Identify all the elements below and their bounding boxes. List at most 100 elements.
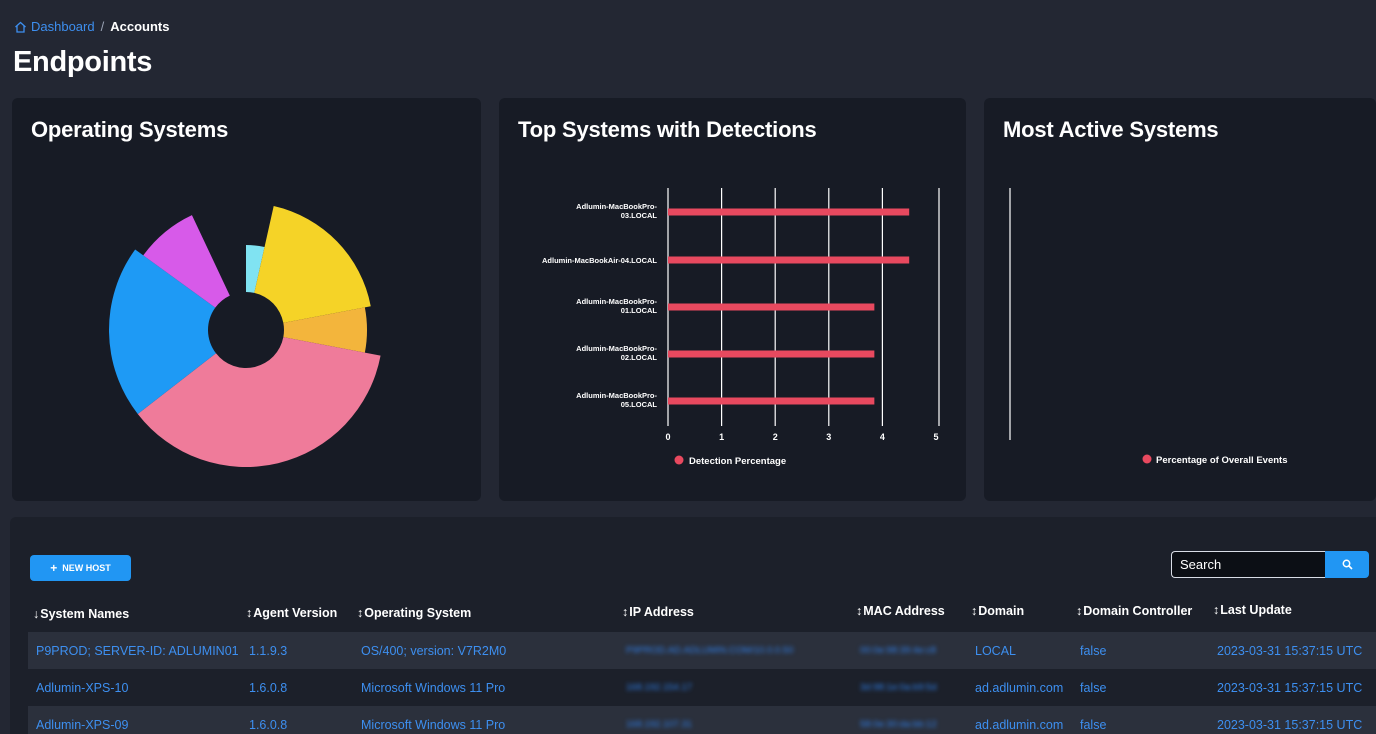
cell-operating-system: Microsoft Windows 11 Pro (361, 718, 506, 732)
cell-operating-system: OS/400; version: V7R2M0 (361, 644, 507, 658)
active-legend-label: Percentage of Overall Events (1156, 455, 1287, 466)
x-tick-label: 1 (719, 432, 724, 442)
detections-bar-chart: 0 1 2 3 4 5Adlumin-MacBookPro-03.LOCALAdlumin… (542, 188, 940, 467)
col-header-domain[interactable]: ↕Domain (971, 604, 1024, 618)
pie-slice[interactable] (254, 206, 371, 323)
active-card-title: Most Active Systems (1003, 117, 1219, 142)
detection-bar[interactable] (668, 303, 875, 311)
detections-card-title: Top Systems with Detections (518, 117, 817, 142)
sort-icon: ↕ (622, 605, 629, 619)
new-host-button[interactable]: + NEW HOST (30, 555, 131, 581)
sort-icon: ↕ (357, 606, 364, 620)
new-host-label: NEW HOST (62, 563, 111, 573)
cell-agent-version: 1.1.9.3 (249, 644, 288, 658)
col-header-system-names[interactable]: ↓System Names (33, 607, 129, 621)
cell-domain: LOCAL (975, 644, 1016, 658)
x-tick-label: 4 (880, 432, 885, 442)
cell-agent-version: 1.6.0.8 (249, 681, 288, 695)
col-header-operating-system[interactable]: ↕Operating System (357, 606, 471, 620)
breadcrumb-dashboard-link[interactable]: Dashboard (14, 19, 95, 34)
table-row[interactable]: Adlumin-XPS-10 1.6.0.8 Microsoft Windows… (28, 669, 1376, 706)
x-tick-label: 0 (665, 432, 670, 442)
col-header-label: MAC Address (863, 604, 945, 618)
search-button[interactable] (1325, 551, 1369, 578)
x-tick-label: 3 (826, 432, 831, 442)
table-row[interactable]: Adlumin-XPS-09 1.6.0.8 Microsoft Windows… (28, 706, 1376, 734)
col-header-label: IP Address (629, 605, 694, 619)
active-chart: Percentage of Overall Events (1009, 188, 1287, 466)
y-category-label: Adlumin-MacBookPro- (576, 391, 657, 400)
y-category-label: 01.LOCAL (621, 306, 658, 315)
pie-slice[interactable] (109, 249, 216, 414)
cell-system-name[interactable]: Adlumin-XPS-10 (36, 681, 129, 695)
os-card: Operating Systems (12, 98, 481, 501)
col-header-last-update[interactable]: ↕Last Update (1213, 603, 1292, 617)
detection-bar[interactable] (668, 397, 875, 405)
col-header-ip-address[interactable]: ↕IP Address (622, 605, 694, 619)
detections-legend-swatch (674, 455, 684, 465)
cell-agent-version: 1.6.0.8 (249, 718, 288, 732)
cell-domain: ad.adlumin.com (975, 718, 1064, 732)
cell-mac-address: 3d:98:1e:0a:b9:5d (860, 682, 937, 693)
cell-last-update: 2023-03-31 15:37:15 UTC (1217, 644, 1363, 658)
col-header-mac-address[interactable]: ↕MAC Address (856, 604, 945, 618)
active-legend-swatch (1142, 454, 1152, 464)
y-category-label: Adlumin-MacBookPro- (576, 297, 657, 306)
y-category-label: 03.LOCAL (621, 211, 658, 220)
cell-ip-address: P9PROD.AD.ADLUMIN.COM/10.0.0.50 (626, 645, 794, 656)
pie-slice[interactable] (246, 245, 265, 293)
page-title: Endpoints (13, 46, 153, 78)
sort-icon: ↕ (1076, 604, 1083, 618)
y-category-label: Adlumin-MacBookPro- (576, 344, 657, 353)
cell-mac-address: 00:0e:98:39:4e:c8 (860, 645, 937, 656)
cell-domain: ad.adlumin.com (975, 681, 1064, 695)
breadcrumb-dashboard-label[interactable]: Dashboard (31, 19, 95, 34)
col-header-domain-controller[interactable]: ↕Domain Controller (1076, 604, 1192, 618)
sort-icon: ↕ (856, 604, 863, 618)
cell-last-update: 2023-03-31 15:37:15 UTC (1217, 681, 1363, 695)
sort-icon: ↕ (971, 604, 978, 618)
y-category-label: Adlumin-MacBookPro- (576, 202, 657, 211)
cell-mac-address: 58:0e:30:da:bb:12 (860, 719, 937, 730)
os-card-title: Operating Systems (31, 117, 229, 142)
table-row[interactable]: P9PROD; SERVER-ID: ADLUMIN01 1.1.9.3 OS/… (28, 632, 1376, 669)
sort-icon: ↓ (33, 607, 40, 621)
pie-slice[interactable] (137, 337, 381, 468)
sort-icon: ↕ (246, 606, 253, 620)
detection-bar[interactable] (668, 256, 910, 264)
x-tick-label: 5 (933, 432, 938, 442)
y-category-label: 02.LOCAL (621, 353, 658, 362)
sort-icon: ↕ (1213, 603, 1220, 617)
detection-bar[interactable] (668, 208, 910, 216)
plus-icon: + (50, 561, 58, 575)
detections-legend-label: Detection Percentage (689, 456, 786, 467)
search-icon (1342, 559, 1353, 570)
y-category-label: 05.LOCAL (621, 400, 658, 409)
col-header-label: Operating System (364, 606, 472, 620)
pie-slice[interactable] (283, 307, 367, 353)
search-input[interactable] (1171, 551, 1325, 578)
x-tick-label: 2 (773, 432, 778, 442)
cell-ip-address: 168.192.154.17 (626, 682, 693, 693)
col-header-agent-version[interactable]: ↕Agent Version (246, 606, 337, 620)
search-box (1171, 551, 1369, 578)
col-header-label: Last Update (1220, 603, 1292, 617)
col-header-label: Domain (978, 604, 1025, 618)
col-header-label: Agent Version (253, 606, 338, 620)
breadcrumb-separator: / (100, 19, 105, 34)
pie-slice[interactable] (143, 215, 230, 308)
cell-domain-controller: false (1080, 718, 1107, 732)
cell-last-update: 2023-03-31 15:37:15 UTC (1217, 718, 1363, 732)
y-category-label: Adlumin-MacBookAir-04.LOCAL (542, 256, 657, 265)
hosts-table-panel (10, 517, 1376, 734)
cell-operating-system: Microsoft Windows 11 Pro (361, 681, 506, 695)
home-icon (15, 21, 26, 33)
detection-bar[interactable] (668, 350, 875, 358)
cell-system-name[interactable]: Adlumin-XPS-09 (36, 718, 129, 732)
col-header-label: Domain Controller (1083, 604, 1193, 618)
os-donut-chart (109, 206, 381, 468)
active-card: Most Active Systems Percentage of Overal… (984, 98, 1376, 501)
cell-system-name[interactable]: P9PROD; SERVER-ID: ADLUMIN01 (36, 644, 239, 658)
cell-domain-controller: false (1080, 644, 1107, 658)
